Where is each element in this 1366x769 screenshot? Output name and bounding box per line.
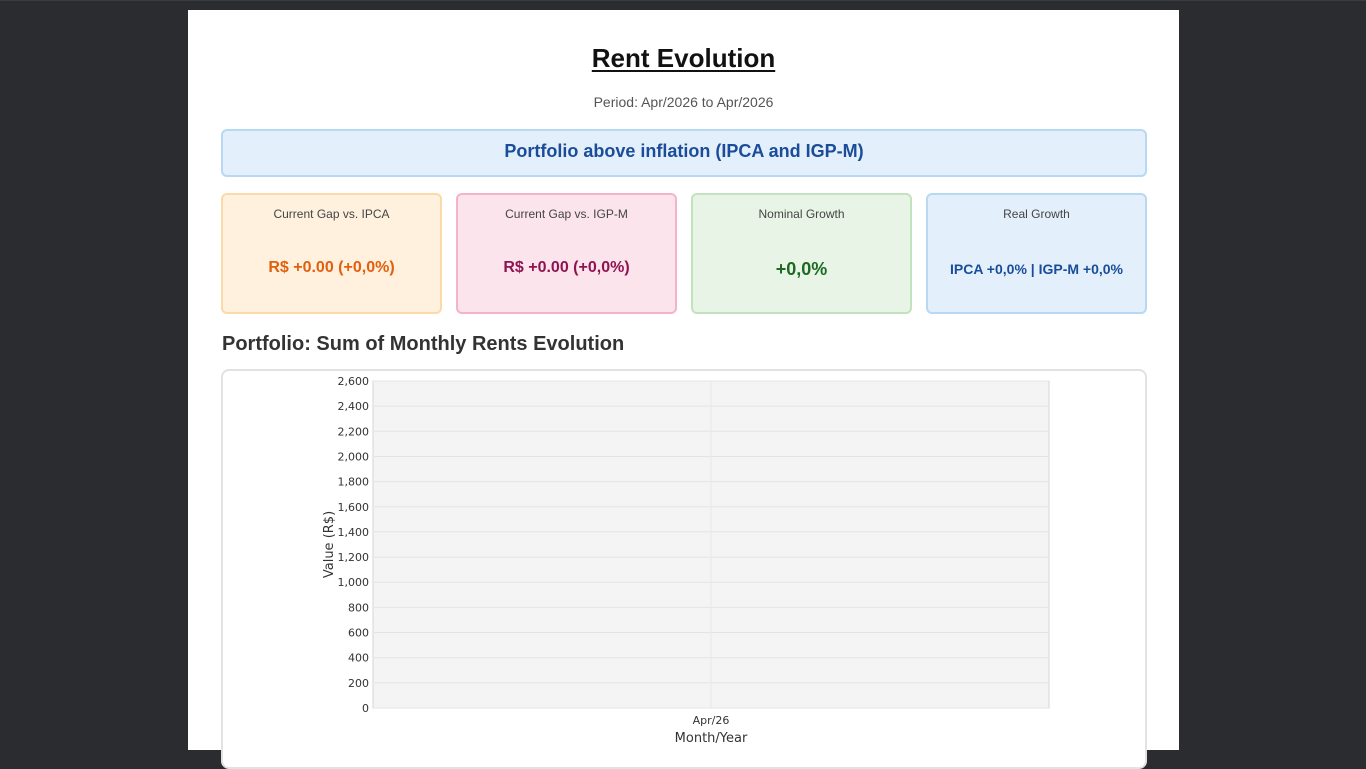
window-top-border [0, 0, 1366, 1]
card-label: Current Gap vs. IPCA [273, 207, 390, 221]
gap-igpm-card: Current Gap vs. IGP-M R$ +0.00 (+0,0%) [456, 193, 677, 314]
real-growth-card: Real Growth IPCA +0,0% | IGP-M +0,0% [926, 193, 1147, 314]
inflation-status-banner: Portfolio above inflation (IPCA and IGP-… [221, 129, 1147, 177]
nominal-growth-card: Nominal Growth +0,0% [691, 193, 912, 314]
y-tick-label: 2,200 [338, 425, 370, 438]
y-tick-label: 2,000 [338, 450, 370, 463]
y-tick-label: 2,400 [338, 400, 370, 413]
report-page: Rent Evolution Period: Apr/2026 to Apr/2… [188, 10, 1179, 769]
x-axis-label: Month/Year [675, 731, 748, 746]
card-value: IPCA +0,0% | IGP-M +0,0% [949, 261, 1124, 277]
chart-container: 0 200 400 600 800 1,000 1,200 1,400 1,600 1,800 2,… [221, 369, 1147, 769]
gap-ipca-card: Current Gap vs. IPCA R$ +0.00 (+0,0%) [221, 193, 442, 314]
card-label: Current Gap vs. IGP-M [505, 207, 628, 221]
y-tick-label: 2,600 [338, 375, 370, 388]
y-axis-label: Value (R$) [322, 511, 337, 578]
rent-evolution-chart: 0 200 400 600 800 1,000 1,200 1,400 1,600 1,800 2,… [322, 375, 1050, 746]
page-title: Rent Evolution [591, 43, 776, 73]
card-value: R$ +0.00 (+0,0%) [503, 259, 630, 276]
y-tick-label: 1,800 [338, 476, 370, 489]
y-tick-label: 1,000 [338, 576, 370, 589]
y-tick-label: 800 [348, 601, 369, 614]
y-tick-label: 200 [348, 677, 369, 690]
y-tick-label: 1,600 [338, 501, 370, 514]
y-tick-label: 0 [362, 702, 369, 715]
y-tick-label: 1,400 [338, 526, 370, 539]
y-tick-label: 400 [348, 652, 369, 665]
card-label: Nominal Growth [758, 207, 845, 221]
card-label: Real Growth [1003, 207, 1070, 221]
card-value: R$ +0.00 (+0,0%) [268, 259, 395, 276]
period-text: Period: Apr/2026 to Apr/2026 [593, 94, 774, 110]
card-value: +0,0% [775, 259, 828, 279]
x-tick-label: Apr/26 [693, 714, 730, 727]
y-tick-label: 1,200 [338, 551, 370, 564]
y-tick-label: 600 [348, 627, 369, 640]
chart-section-title: Portfolio: Sum of Monthly Rents Evolutio… [222, 333, 625, 355]
